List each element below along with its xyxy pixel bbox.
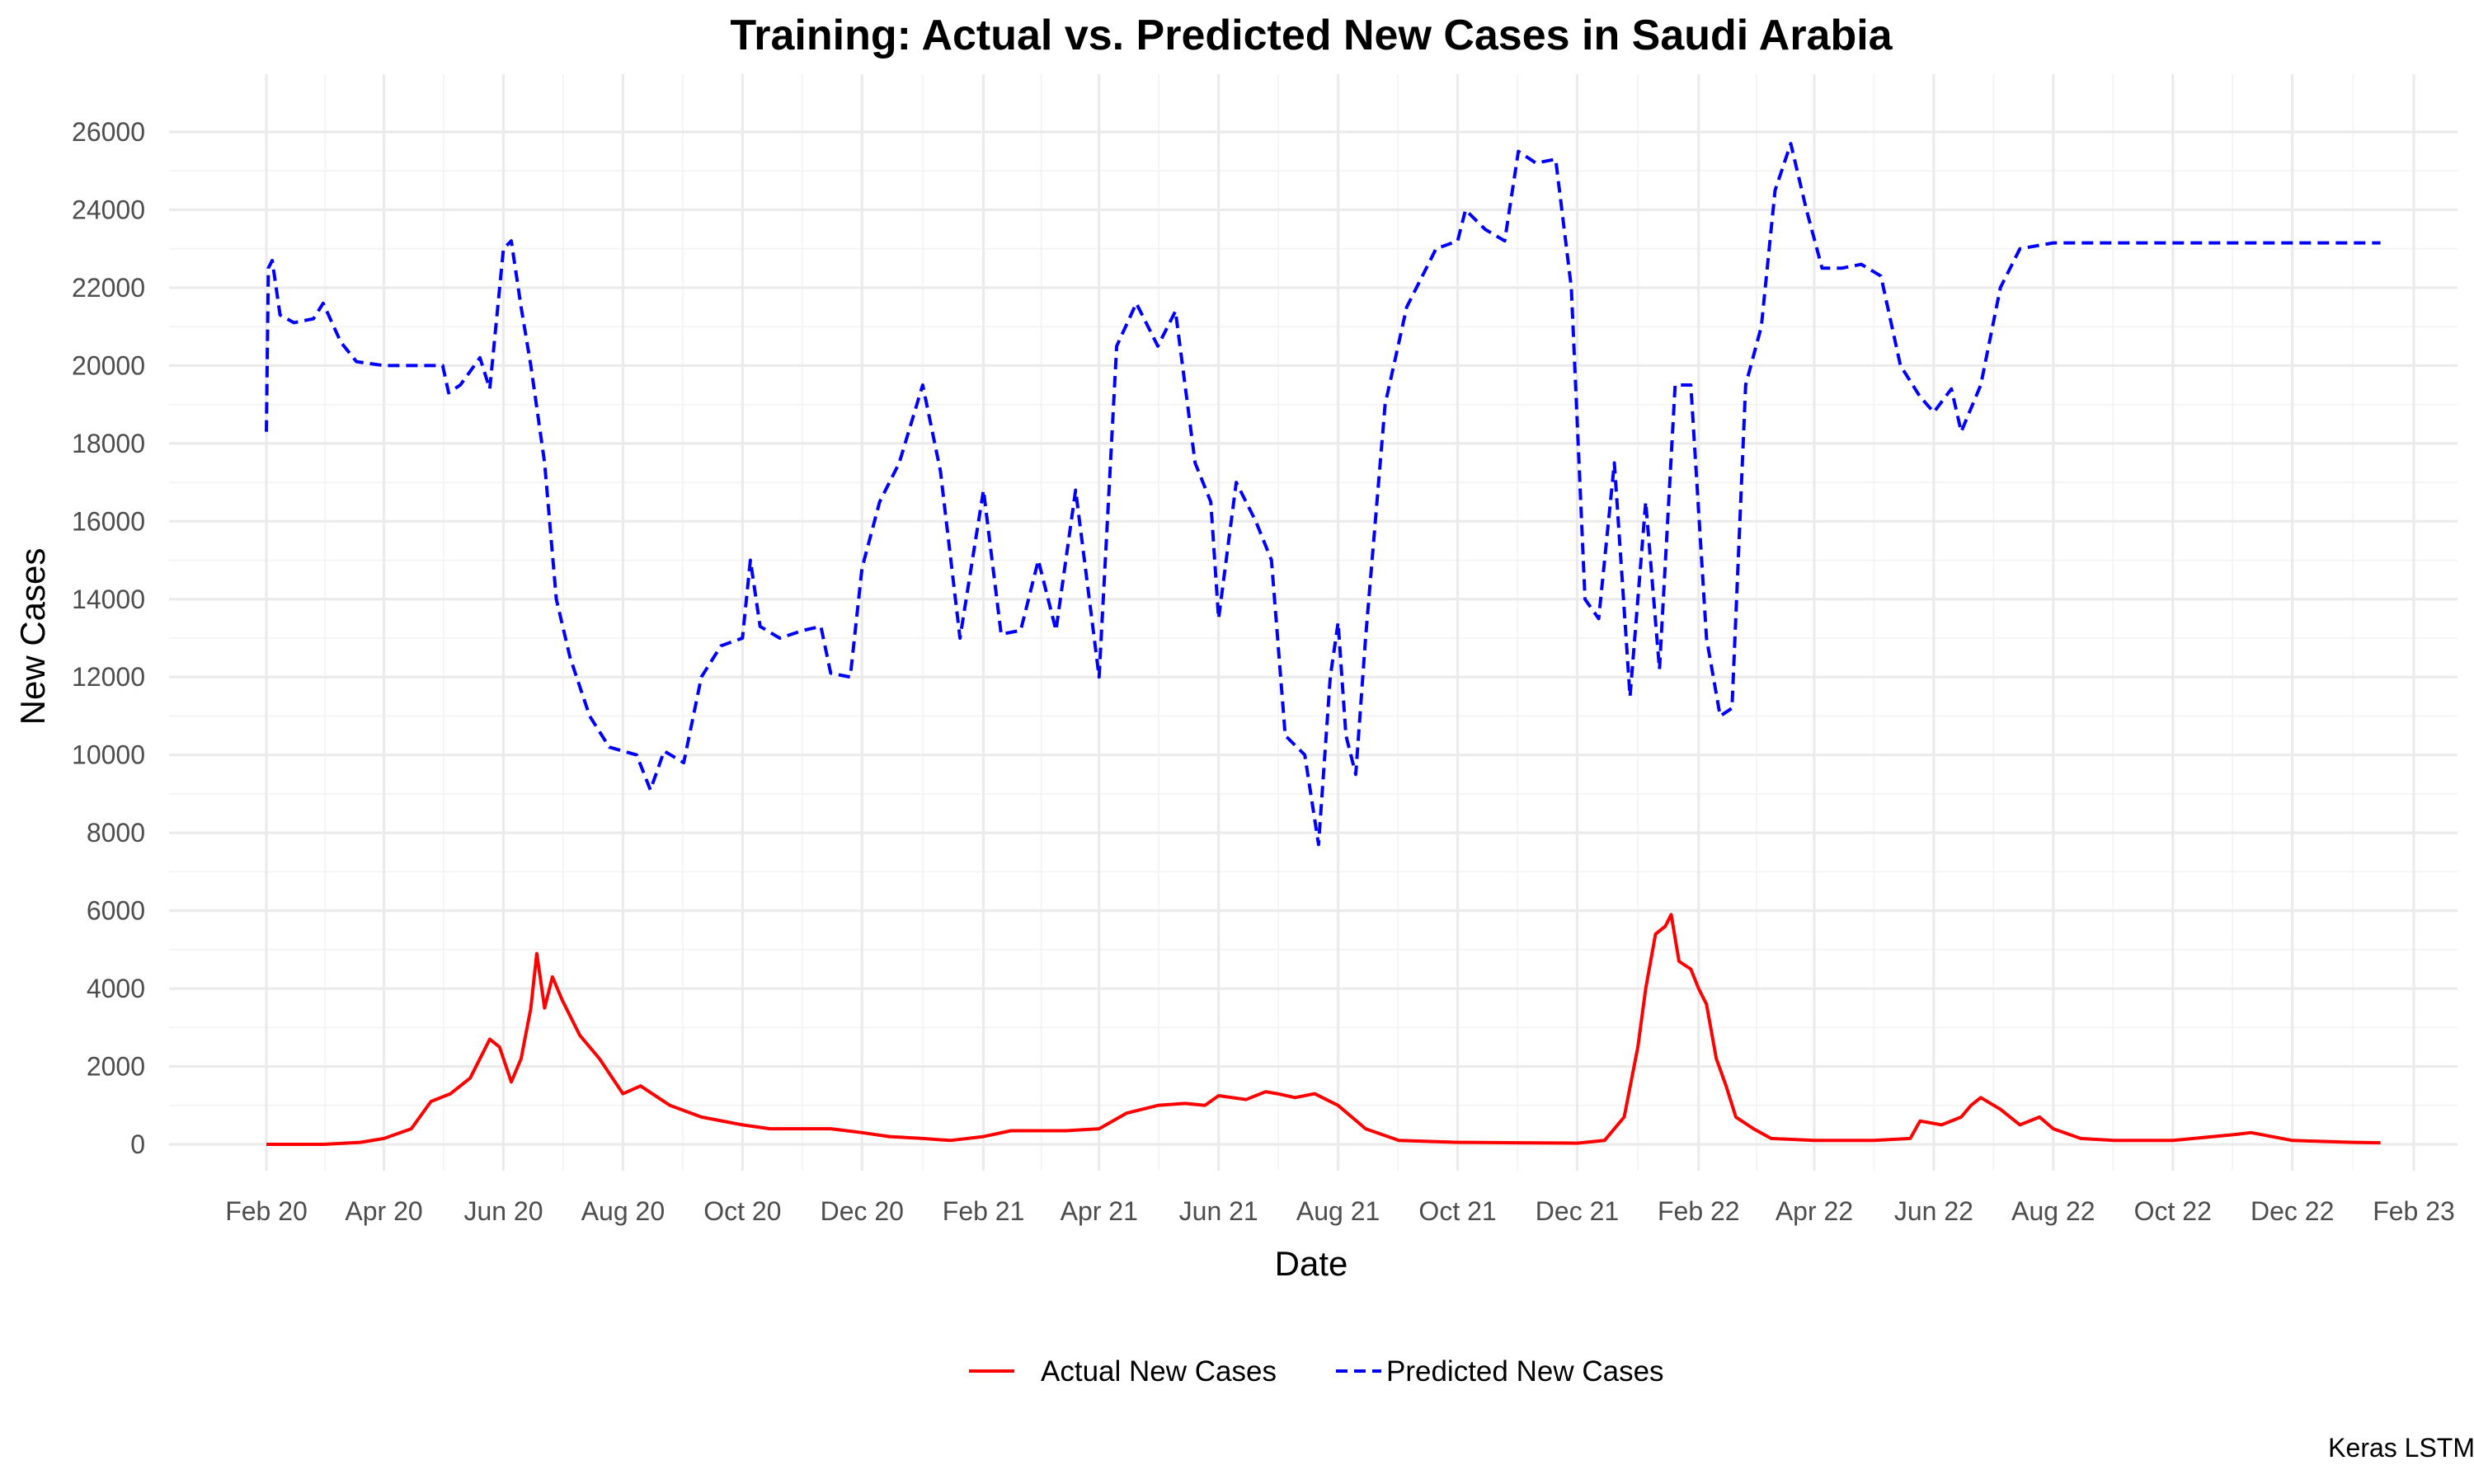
x-tick-label: Feb 21	[943, 1196, 1025, 1226]
y-tick-label: 10000	[72, 740, 145, 770]
y-tick-label: 8000	[87, 818, 145, 848]
x-tick-label: Aug 20	[581, 1196, 665, 1226]
chart-title: Training: Actual vs. Predicted New Cases…	[730, 12, 1893, 59]
y-tick-label: 2000	[87, 1052, 145, 1082]
y-tick-label: 16000	[72, 506, 145, 536]
x-tick-label: Apr 20	[345, 1196, 422, 1226]
y-tick-label: 18000	[72, 429, 145, 458]
x-tick-label: Dec 20	[821, 1196, 904, 1226]
x-axis-title: Date	[1275, 1244, 1348, 1283]
y-tick-label: 0	[130, 1129, 145, 1159]
x-tick-label: Dec 22	[2251, 1196, 2334, 1226]
x-tick-label: Apr 21	[1061, 1196, 1138, 1226]
legend: Actual New Cases Predicted New Cases	[969, 1355, 1664, 1388]
y-tick-label: 24000	[72, 195, 145, 224]
series-line-predicted	[265, 142, 2381, 847]
x-tick-label: Jun 22	[1894, 1196, 1973, 1226]
y-tick-label: 26000	[72, 117, 145, 147]
y-tick-label: 14000	[72, 585, 145, 614]
y-tick-label: 6000	[87, 896, 145, 926]
x-tick-label: Feb 20	[225, 1196, 308, 1226]
y-tick-label: 12000	[72, 662, 145, 692]
minor-grid	[169, 74, 2458, 1171]
y-axis-ticks: 0 2000 4000 6000 8000 10000 12000 14000 16000 180…	[72, 117, 145, 1159]
x-tick-label: Feb 23	[2373, 1196, 2455, 1226]
series-line-actual	[266, 913, 2381, 1146]
y-tick-label: 20000	[72, 350, 145, 380]
x-axis-ticks: Feb 20 Apr 20 Jun 20 Aug 20 Oct 20 Dec 20 Feb …	[225, 1196, 2455, 1226]
x-tick-label: Oct 20	[703, 1196, 781, 1226]
major-grid	[169, 74, 2458, 1171]
x-tick-label: Dec 21	[1536, 1196, 1619, 1226]
x-tick-label: Aug 21	[1296, 1196, 1380, 1226]
legend-label-actual: Actual New Cases	[1041, 1355, 1277, 1388]
x-tick-label: Aug 22	[2011, 1196, 2095, 1226]
y-axis-title: New Cases	[13, 548, 52, 726]
y-tick-label: 22000	[72, 273, 145, 303]
chart-caption: Keras LSTM	[2328, 1433, 2474, 1463]
x-tick-label: Jun 20	[463, 1196, 543, 1226]
x-tick-label: Apr 22	[1776, 1196, 1853, 1226]
x-tick-label: Oct 22	[2134, 1196, 2212, 1226]
x-tick-label: Oct 21	[1418, 1196, 1496, 1226]
series-layer	[265, 142, 2381, 1146]
y-tick-label: 4000	[87, 974, 145, 1003]
legend-label-predicted: Predicted New Cases	[1386, 1355, 1664, 1388]
x-tick-label: Feb 22	[1658, 1196, 1740, 1226]
x-tick-label: Jun 21	[1179, 1196, 1258, 1226]
